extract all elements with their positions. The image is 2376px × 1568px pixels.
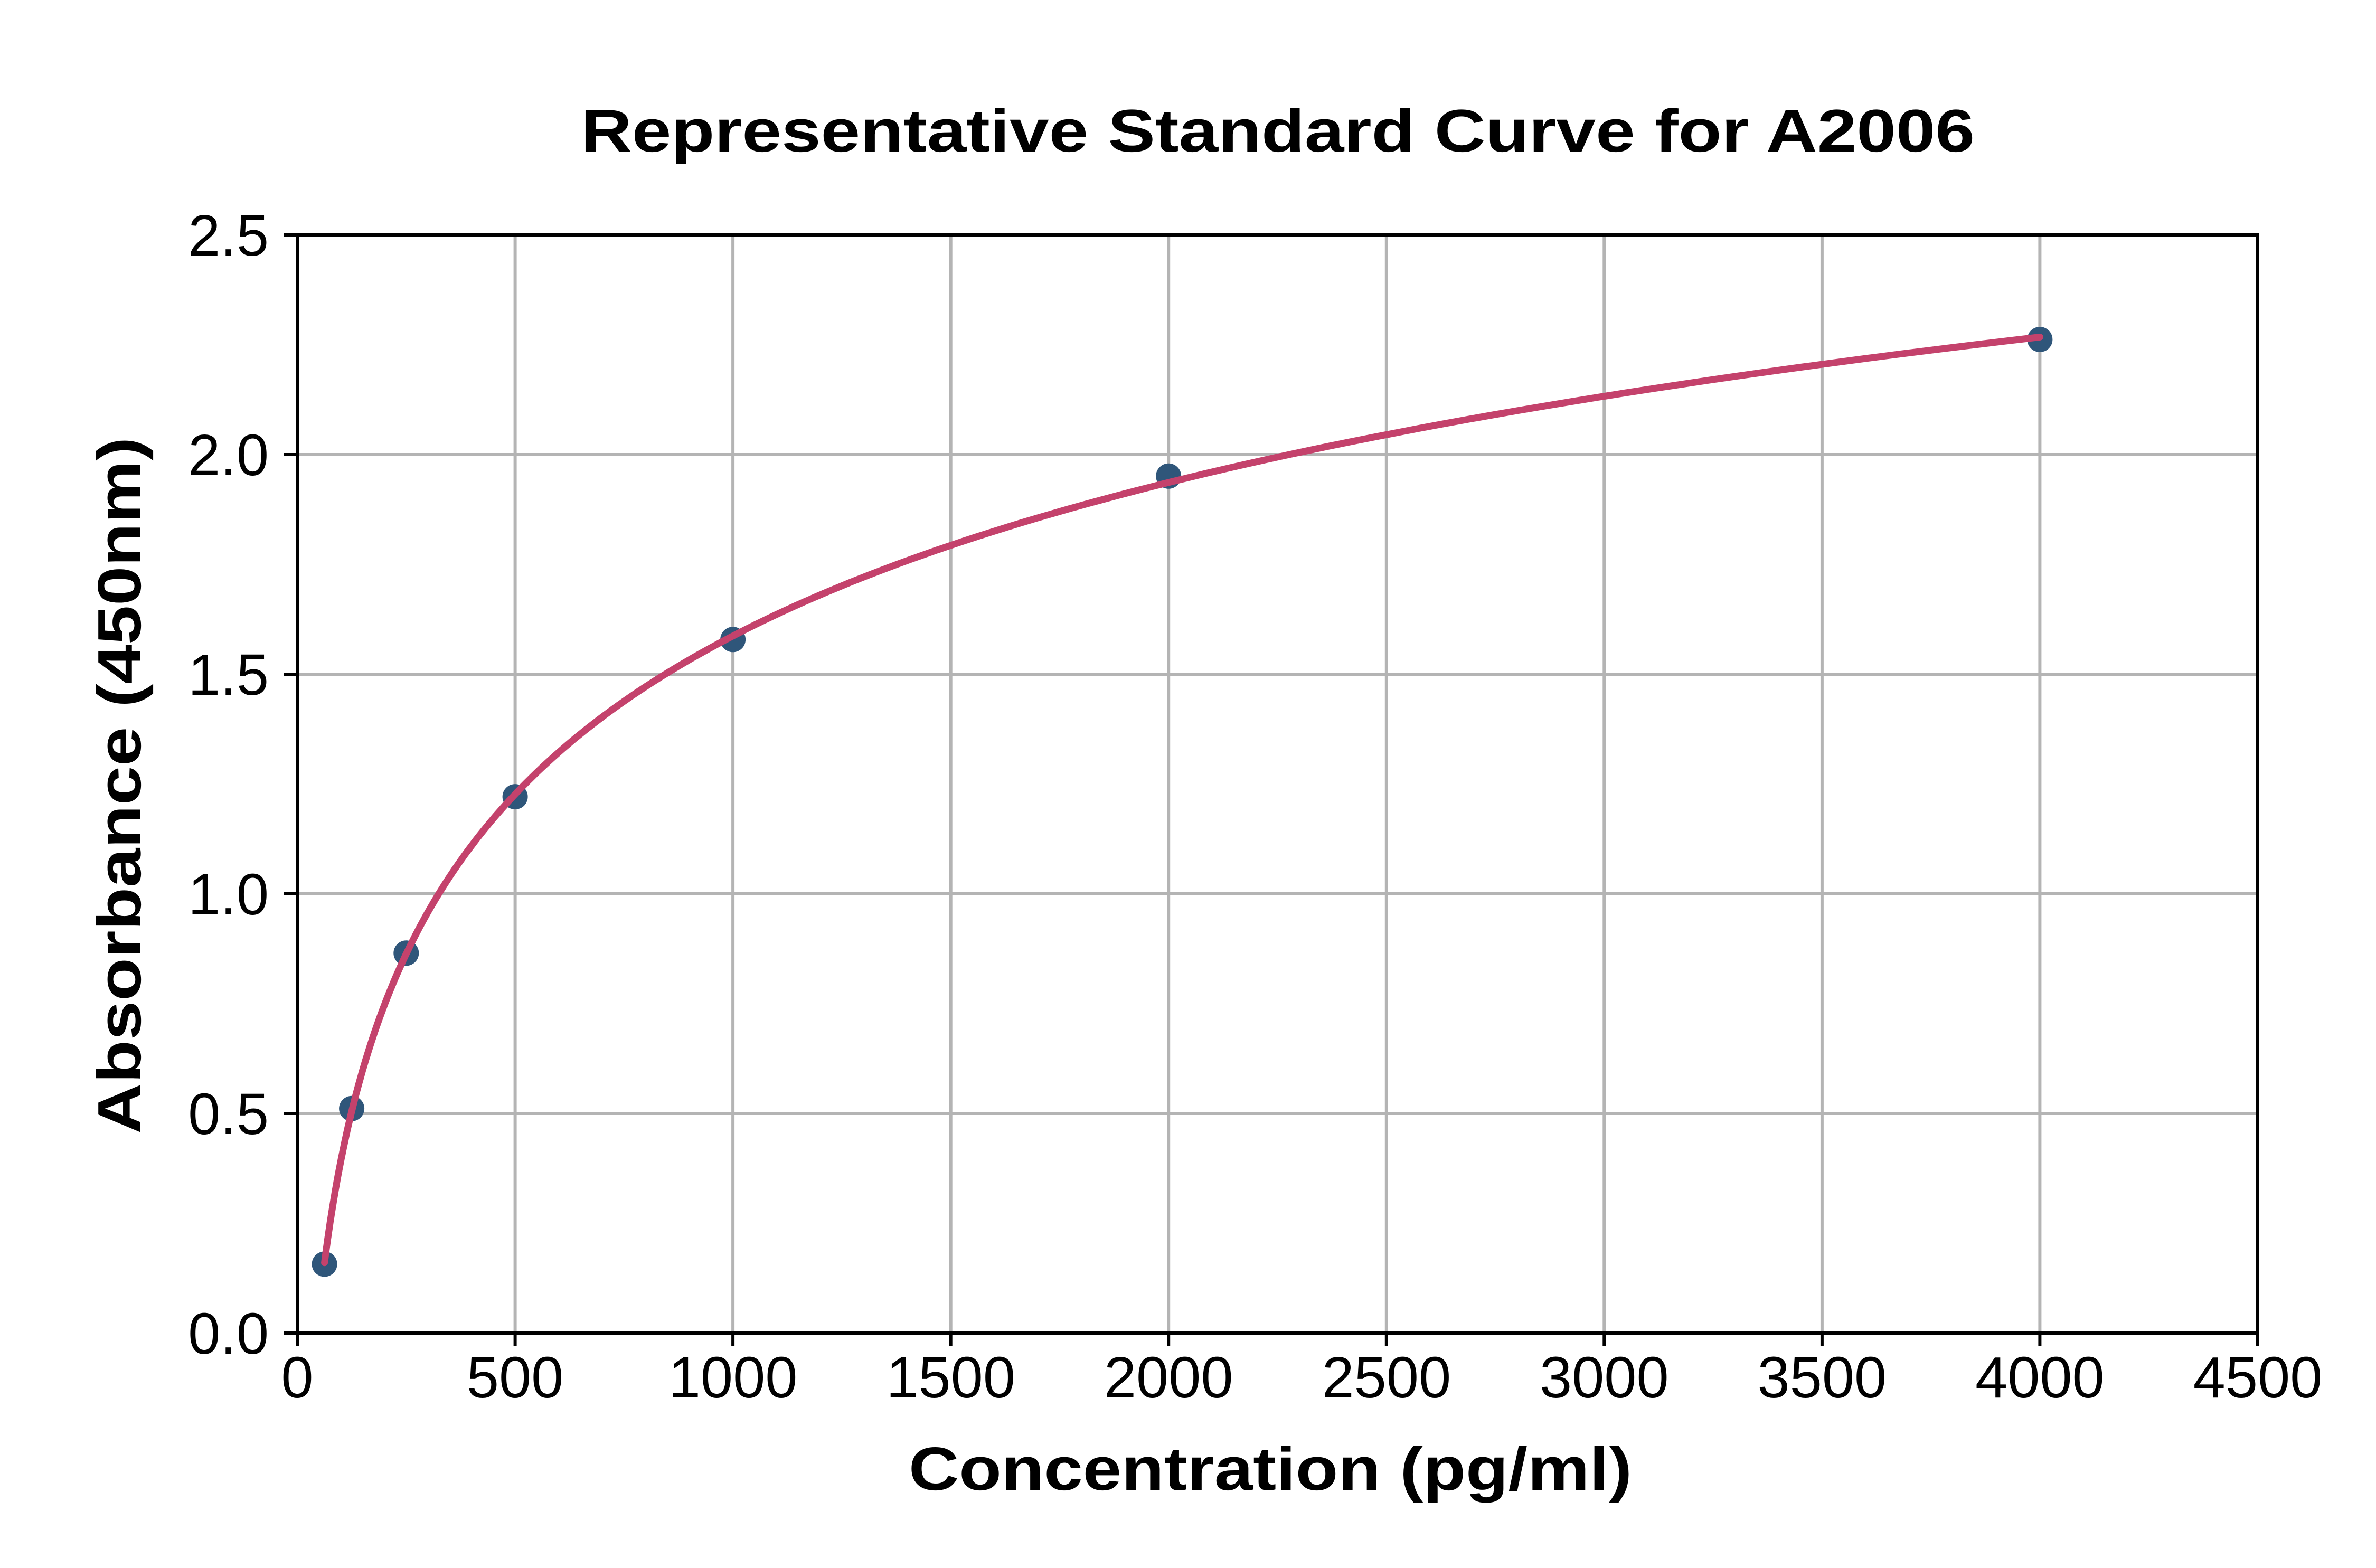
svg-text:2.0: 2.0 bbox=[188, 423, 269, 488]
svg-text:1.5: 1.5 bbox=[188, 643, 269, 707]
svg-text:Representative Standard Curve: Representative Standard Curve for A2006 bbox=[581, 98, 1975, 165]
svg-text:3000: 3000 bbox=[1540, 1345, 1669, 1410]
svg-text:1500: 1500 bbox=[886, 1345, 1015, 1410]
svg-text:2500: 2500 bbox=[1322, 1345, 1451, 1410]
svg-text:0.5: 0.5 bbox=[188, 1082, 269, 1147]
svg-text:Concentration (pg/ml): Concentration (pg/ml) bbox=[909, 1434, 1632, 1503]
svg-text:2000: 2000 bbox=[1104, 1345, 1233, 1410]
svg-text:2.5: 2.5 bbox=[188, 203, 269, 268]
svg-text:4500: 4500 bbox=[2193, 1345, 2323, 1410]
svg-text:1000: 1000 bbox=[668, 1345, 798, 1410]
svg-text:4000: 4000 bbox=[1975, 1345, 2105, 1410]
svg-text:Absorbance (450nm): Absorbance (450nm) bbox=[85, 437, 154, 1134]
svg-text:1.0: 1.0 bbox=[188, 862, 269, 927]
svg-text:500: 500 bbox=[467, 1345, 564, 1410]
svg-text:3500: 3500 bbox=[1758, 1345, 1887, 1410]
svg-text:0.0: 0.0 bbox=[188, 1301, 269, 1366]
svg-text:0: 0 bbox=[281, 1345, 313, 1410]
